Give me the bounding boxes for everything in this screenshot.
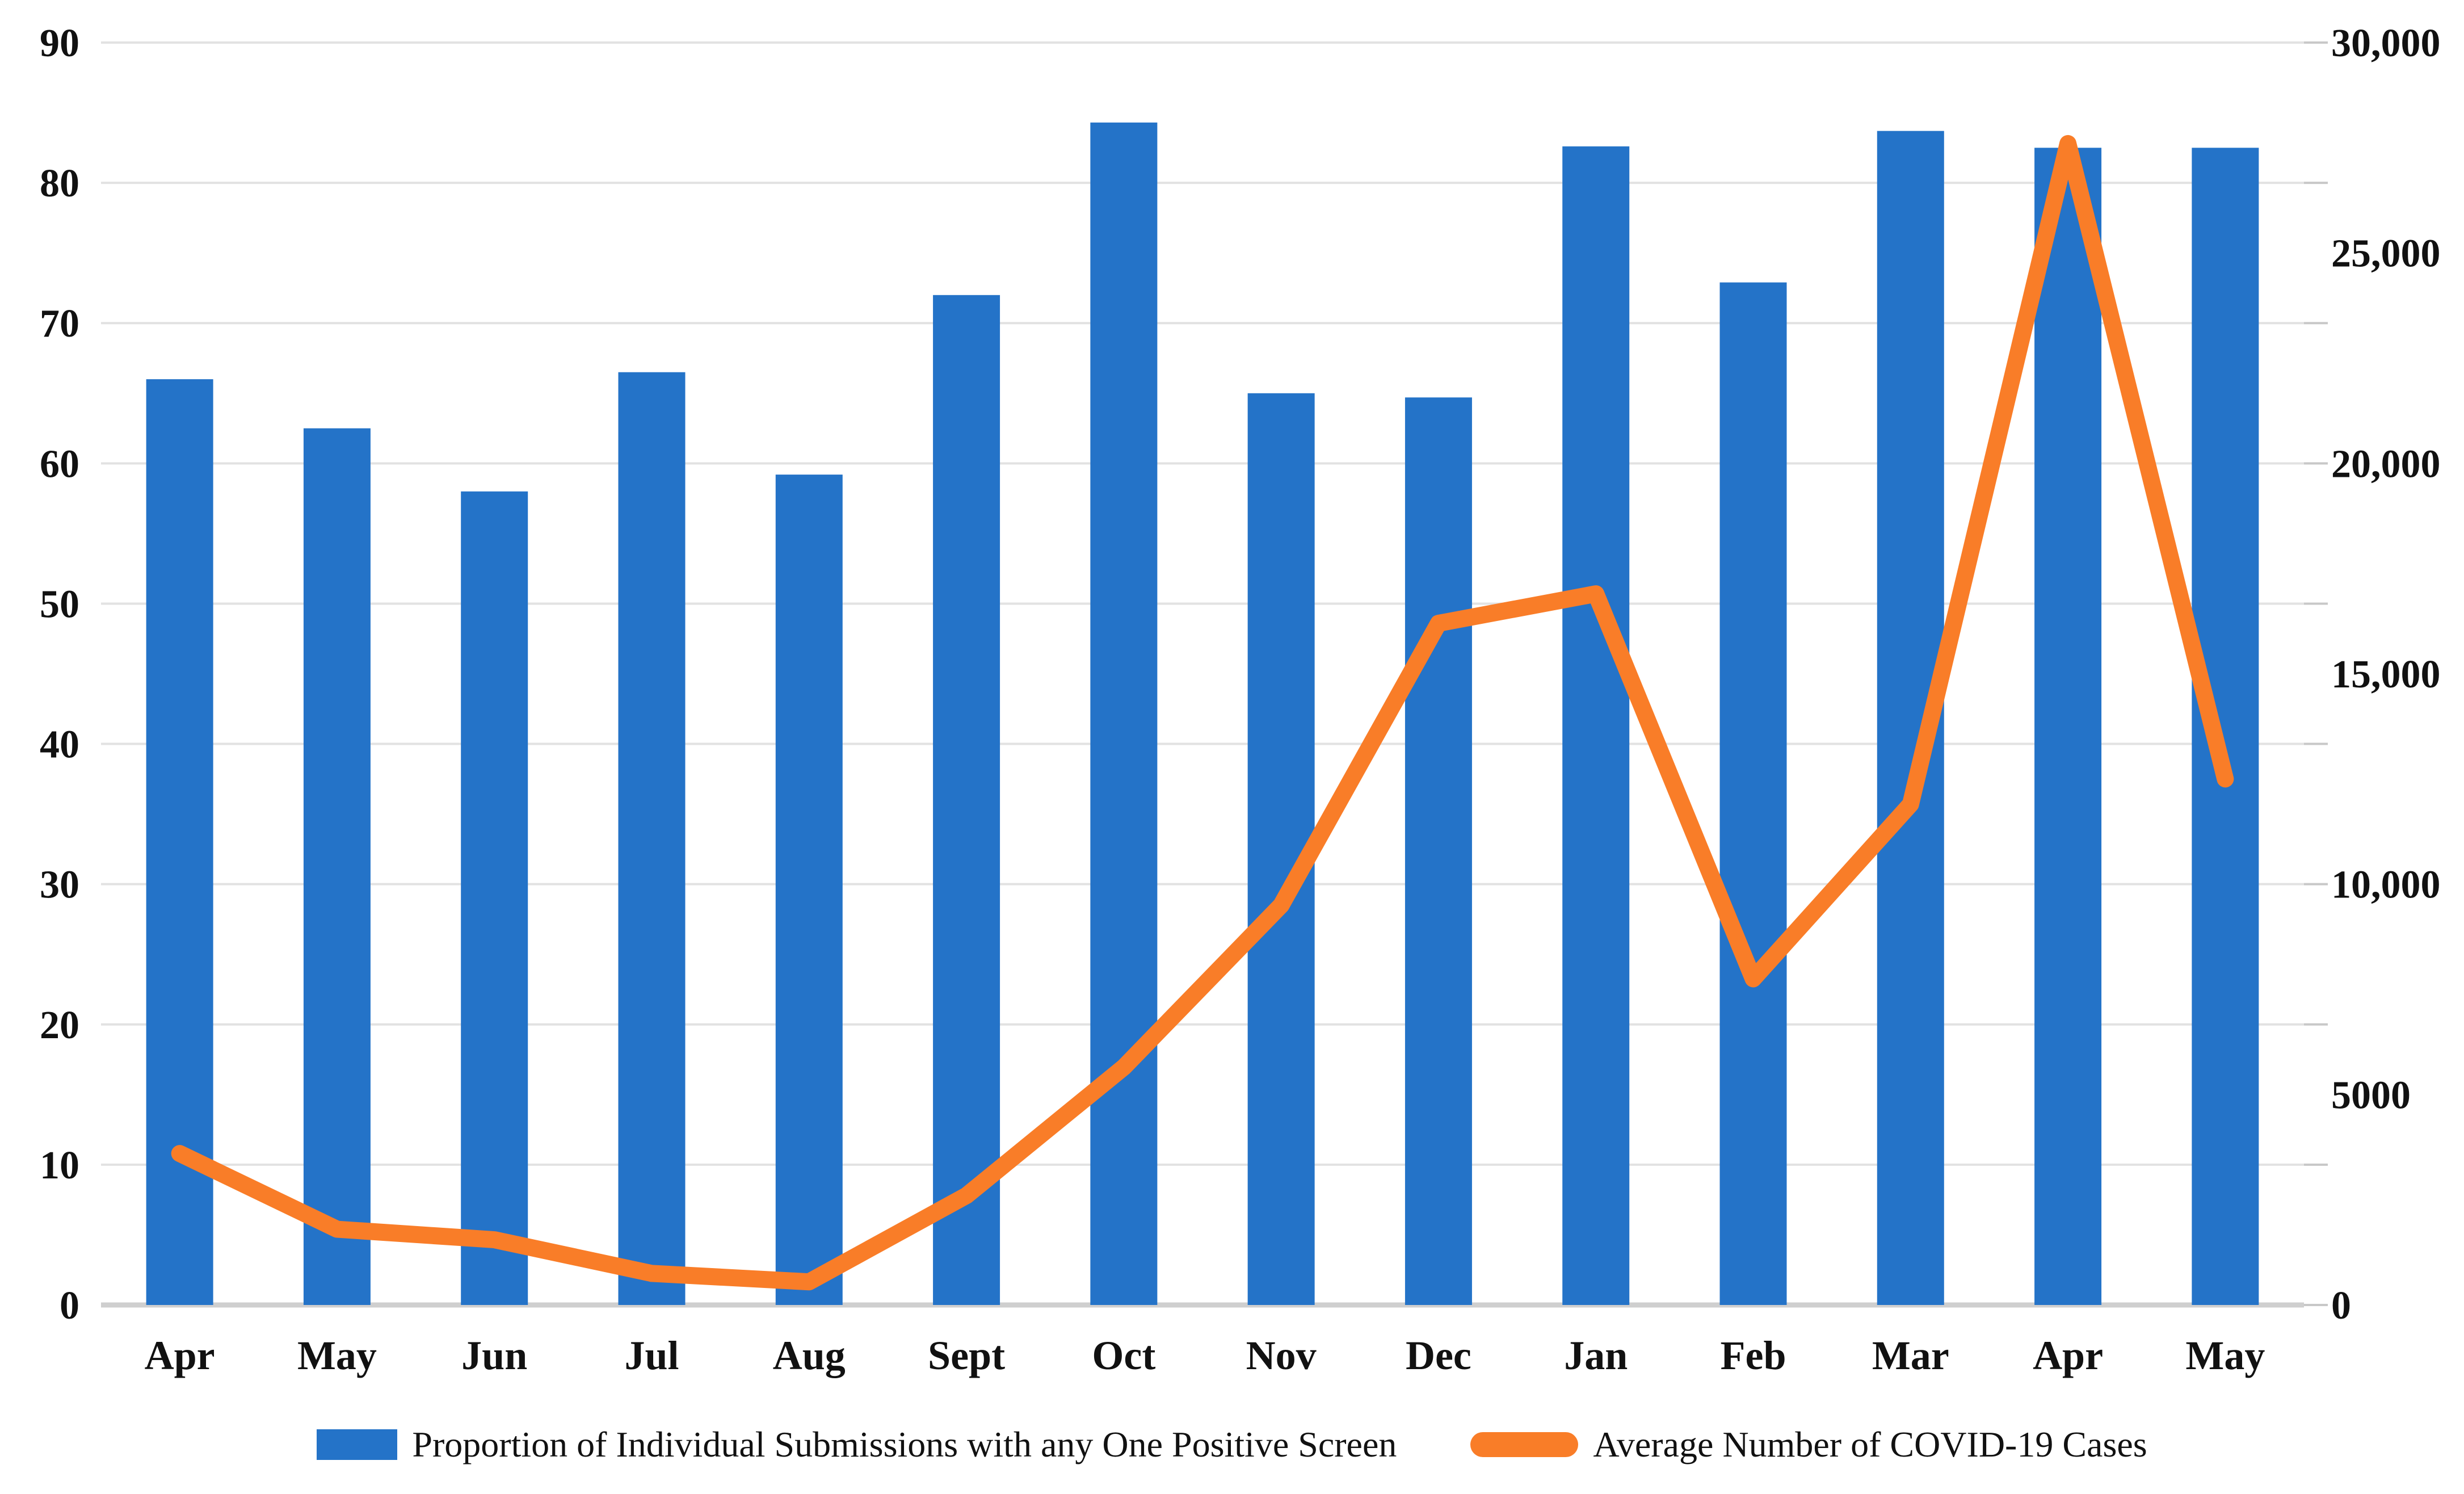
legend-label-line: Average Number of COVID-19 Cases [1593,1424,2147,1464]
right-axis-label: 30,000 [2331,22,2441,65]
right-axis-label: 15,000 [2331,653,2441,696]
left-axis-label: 40 [40,723,79,767]
bar-May [2192,148,2259,1305]
left-axis-label: 60 [40,442,79,486]
left-axis-label: 80 [40,162,79,205]
month-label-Dec: Dec [1406,1333,1471,1378]
left-axis-label: 70 [40,302,79,346]
month-label-May: May [2185,1333,2265,1378]
bar-Jan [1562,146,1630,1306]
month-label-Oct: Oct [1092,1333,1155,1378]
covid-cases-line [171,135,2234,1291]
right-axis-label: 20,000 [2331,442,2441,486]
right-axis-label: 5000 [2331,1073,2411,1117]
month-label-Jul: Jul [624,1333,679,1378]
bar-May [303,428,371,1305]
month-label-Jan: Jan [1564,1333,1628,1378]
bar-Jul [618,372,686,1305]
bar-Jun [461,491,528,1305]
month-label-Nov: Nov [1246,1333,1317,1378]
bar-Dec [1405,397,1472,1305]
bar-Oct [1090,122,1158,1306]
legend-item-bars: Proportion of Individual Submissions wit… [317,1426,1397,1463]
bar-Feb [1719,282,1787,1305]
month-label-Jun: Jun [461,1333,527,1378]
legend-label-bars: Proportion of Individual Submissions wit… [412,1424,1397,1464]
left-axis-label: 0 [60,1284,79,1328]
month-label-Mar: Mar [1872,1333,1949,1378]
left-axis-label: 90 [40,22,79,65]
left-axis-label: 20 [40,1004,79,1047]
left-axis-label: 10 [40,1144,79,1187]
month-label-May: May [297,1333,377,1378]
legend-item-line: Average Number of COVID-19 Cases [1470,1426,2147,1463]
bar-series-swatch-icon [317,1429,398,1460]
bar-Aug [775,475,843,1305]
chart-legend: Proportion of Individual Submissions wit… [0,1408,2464,1482]
month-label-Apr: Apr [2033,1333,2103,1378]
month-label-Aug: Aug [773,1333,846,1378]
right-axis-label: 25,000 [2331,232,2441,276]
line-series-swatch-icon [1470,1432,1579,1457]
left-axis-label: 30 [40,863,79,907]
right-axis-label: 0 [2331,1284,2351,1328]
bar-Sept [933,295,1000,1305]
month-label-Feb: Feb [1721,1333,1786,1378]
bar-Apr [2034,148,2102,1305]
right-axis-label: 10,000 [2331,863,2441,907]
month-label-Sept: Sept [928,1333,1005,1378]
month-label-Apr: Apr [145,1333,215,1378]
left-axis-label: 50 [40,582,79,626]
